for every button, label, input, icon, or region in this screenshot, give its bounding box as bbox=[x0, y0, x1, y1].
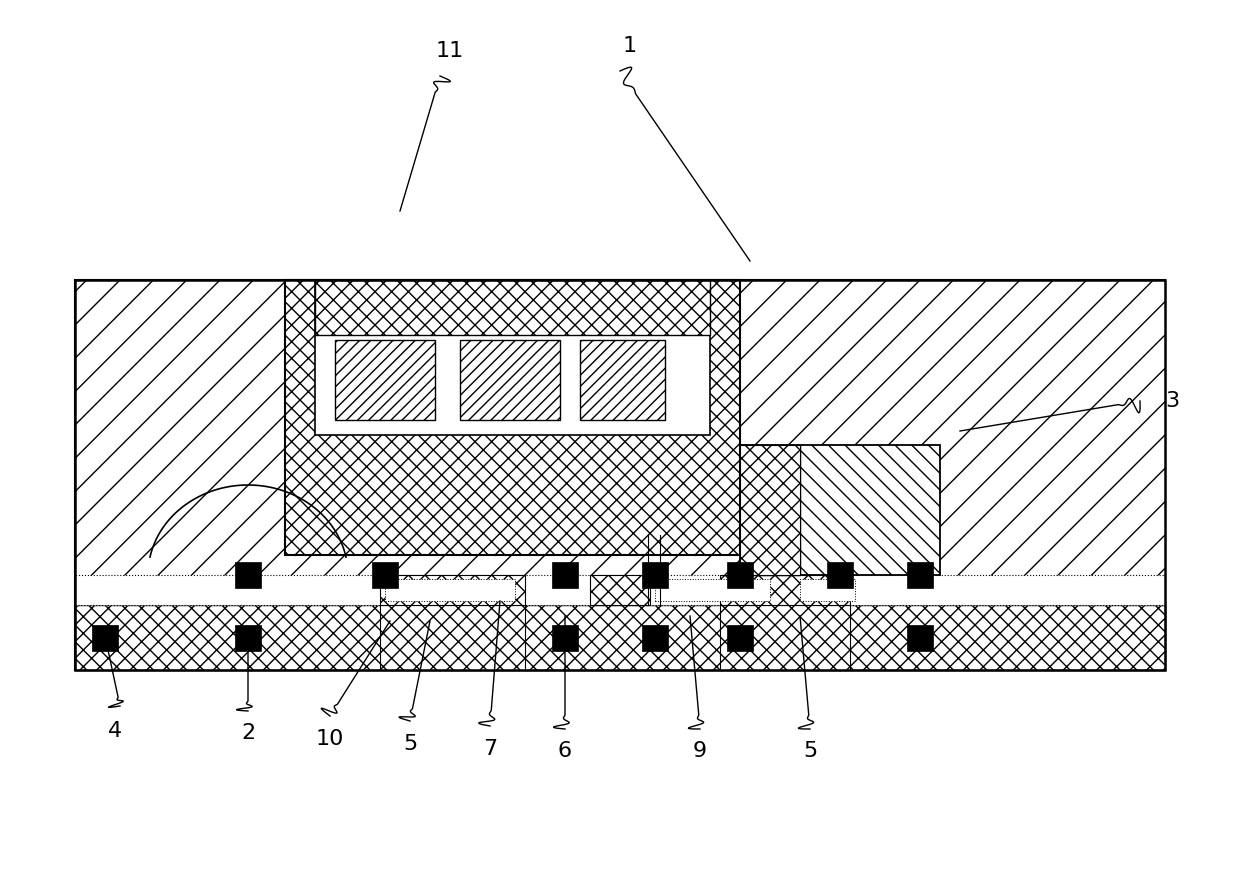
Bar bbox=[800, 579, 856, 601]
Bar bbox=[642, 562, 668, 588]
Bar bbox=[720, 605, 849, 670]
Text: 11: 11 bbox=[436, 41, 464, 61]
Bar bbox=[590, 575, 650, 605]
Bar bbox=[379, 605, 525, 670]
Text: 7: 7 bbox=[482, 739, 497, 759]
Bar bbox=[827, 562, 853, 588]
Bar bbox=[92, 625, 118, 650]
Bar bbox=[285, 280, 740, 555]
Bar bbox=[727, 625, 753, 650]
Bar bbox=[315, 280, 711, 435]
Bar bbox=[740, 445, 800, 575]
Text: 2: 2 bbox=[241, 723, 255, 743]
Bar bbox=[335, 340, 435, 420]
Bar bbox=[384, 579, 515, 601]
Bar bbox=[580, 340, 665, 420]
Text: 5: 5 bbox=[802, 741, 817, 761]
Bar bbox=[74, 280, 1166, 575]
Text: 6: 6 bbox=[558, 741, 572, 761]
Bar bbox=[740, 445, 940, 575]
Bar bbox=[642, 625, 668, 650]
Bar bbox=[74, 280, 1166, 670]
Text: 3: 3 bbox=[1166, 391, 1179, 411]
Text: 4: 4 bbox=[108, 721, 122, 741]
Bar bbox=[727, 562, 753, 588]
Bar bbox=[740, 445, 800, 575]
Bar bbox=[236, 562, 260, 588]
Bar bbox=[655, 579, 770, 601]
Bar bbox=[906, 562, 932, 588]
Text: 5: 5 bbox=[403, 734, 417, 754]
Bar bbox=[379, 575, 525, 605]
Bar bbox=[74, 605, 1166, 670]
Text: 9: 9 bbox=[693, 741, 707, 761]
Bar bbox=[460, 340, 560, 420]
Text: 10: 10 bbox=[316, 729, 345, 749]
Bar bbox=[720, 575, 849, 605]
Bar bbox=[315, 280, 711, 335]
Bar bbox=[236, 625, 260, 650]
Bar bbox=[372, 562, 398, 588]
Bar bbox=[906, 625, 932, 650]
Bar bbox=[552, 562, 578, 588]
Bar bbox=[74, 280, 1166, 670]
Text: 1: 1 bbox=[622, 36, 637, 56]
Bar bbox=[74, 575, 1166, 605]
Bar bbox=[552, 625, 578, 650]
